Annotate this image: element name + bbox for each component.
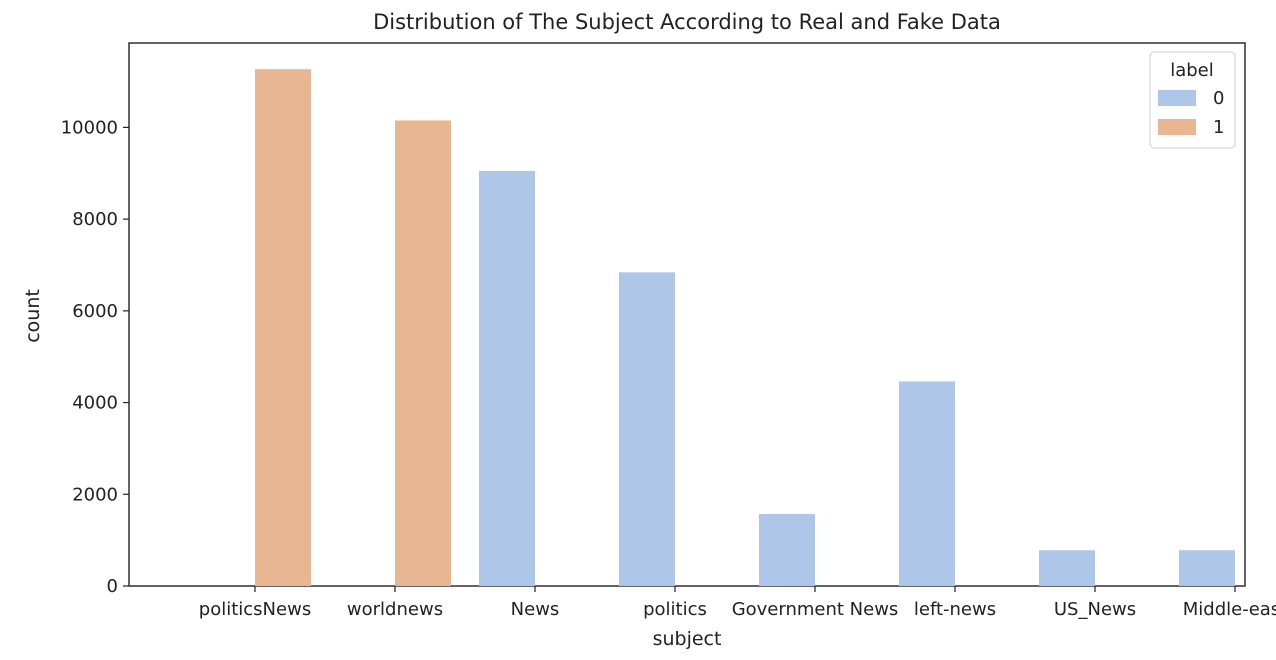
legend: label 01 [1149,51,1236,149]
chart-title: Distribution of The Subject According to… [373,10,1001,34]
x-tick-label: News [511,599,560,620]
legend-swatch-0 [1158,90,1196,106]
x-tick-label: politics [643,599,707,620]
x-tick-label: left-news [914,599,996,620]
y-tick-label: 0 [107,576,118,597]
x-tick-label: worldnews [347,599,443,620]
y-tick-label: 10000 [61,117,118,138]
x-tick-label: Middle-east [1183,599,1276,620]
x-tick-label: Government News [732,599,899,620]
bar-politics-label-0 [619,272,675,586]
legend-title: label [1170,60,1214,81]
y-tick-label: 8000 [72,209,118,230]
bar-politicsNews-label-1 [255,69,311,586]
x-axis: politicsNews worldnews News politics Governm… [199,586,1276,620]
bar-Government News-label-0 [759,513,815,586]
legend-label-1: 1 [1213,117,1224,138]
bar-US_News-label-0 [1039,550,1095,586]
x-axis-label: subject [653,628,722,650]
bar-left-news-label-0 [899,381,955,586]
y-axis-label: count [22,289,44,343]
legend-swatch-1 [1158,119,1196,135]
bars-group [255,69,1235,586]
legend-label-0: 0 [1213,88,1224,109]
y-tick-label: 6000 [72,301,118,322]
x-tick-label: US_News [1054,599,1136,620]
y-axis: 0 2000 4000 6000 8000 10000 [61,117,129,597]
y-tick-label: 2000 [72,484,118,505]
y-tick-label: 4000 [72,393,118,414]
x-tick-label: politicsNews [199,599,311,620]
legend-items: 01 [1158,88,1224,138]
bar-worldnews-label-1 [395,120,451,586]
bar-News-label-0 [479,170,535,586]
plot-area [128,42,1246,587]
bar-Middle-east-label-0 [1179,550,1235,586]
